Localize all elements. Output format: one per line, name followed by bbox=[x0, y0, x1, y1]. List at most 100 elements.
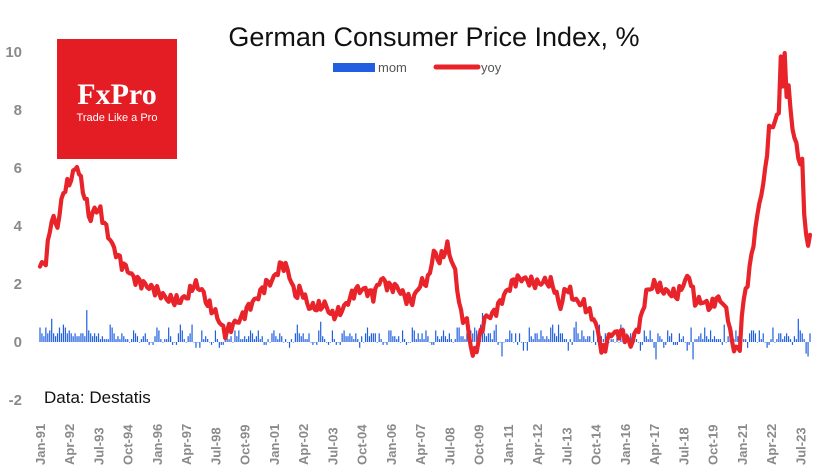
mom-bar bbox=[191, 324, 193, 342]
mom-bar bbox=[185, 342, 187, 343]
mom-bar bbox=[645, 336, 647, 342]
mom-bar bbox=[522, 342, 525, 351]
mom-bar bbox=[113, 333, 115, 342]
mom-bar bbox=[101, 336, 103, 342]
mom-bar bbox=[275, 336, 277, 342]
mom-bar bbox=[474, 327, 476, 342]
mom-bar bbox=[715, 339, 718, 342]
mom-bar bbox=[692, 342, 694, 360]
mom-bar bbox=[651, 339, 653, 342]
mom-bar bbox=[747, 342, 749, 348]
x-tick-label: Apr-12 bbox=[530, 424, 545, 465]
mom-bar bbox=[290, 339, 293, 342]
mom-bar bbox=[382, 342, 384, 345]
mom-bar bbox=[249, 330, 252, 342]
mom-bar bbox=[218, 342, 220, 348]
mom-bar bbox=[690, 327, 692, 342]
x-tick-label: Jul-23 bbox=[793, 427, 808, 465]
mom-bar bbox=[573, 327, 575, 342]
mom-bar bbox=[577, 333, 579, 342]
mom-bar bbox=[413, 330, 415, 342]
mom-bar bbox=[784, 336, 786, 342]
mom-bar bbox=[764, 342, 766, 343]
mom-bar bbox=[164, 339, 166, 342]
mom-bar bbox=[107, 339, 109, 342]
mom-bar bbox=[279, 333, 281, 342]
mom-bar bbox=[187, 336, 189, 342]
mom-bar bbox=[138, 342, 141, 343]
mom-bars bbox=[39, 310, 811, 360]
mom-bar bbox=[294, 333, 296, 342]
mom-bar bbox=[109, 324, 111, 342]
mom-bar bbox=[228, 339, 230, 342]
mom-bar bbox=[306, 339, 308, 342]
mom-bar bbox=[409, 342, 411, 343]
x-tick-label: Jan-06 bbox=[384, 424, 399, 465]
mom-bar bbox=[686, 342, 688, 351]
mom-bar bbox=[665, 342, 667, 345]
mom-bar bbox=[136, 336, 139, 342]
mom-bar bbox=[532, 339, 534, 342]
mom-bar bbox=[789, 339, 792, 342]
mom-bar bbox=[183, 339, 185, 342]
mom-bar bbox=[298, 333, 300, 342]
mom-bar bbox=[341, 333, 343, 342]
mom-bar bbox=[501, 342, 503, 357]
mom-bar bbox=[95, 336, 98, 342]
mom-bar bbox=[168, 327, 170, 342]
mom-bar bbox=[325, 342, 328, 343]
mom-bar bbox=[505, 339, 507, 342]
x-tick-label: Apr-22 bbox=[764, 424, 779, 465]
mom-bar bbox=[526, 342, 528, 351]
mom-bar bbox=[47, 333, 49, 342]
mom-bar bbox=[717, 339, 719, 342]
mom-bar bbox=[405, 342, 408, 345]
mom-bar bbox=[454, 339, 456, 342]
x-tick-label: Apr-92 bbox=[62, 424, 77, 465]
mom-bar bbox=[579, 339, 581, 342]
mom-bar bbox=[587, 336, 589, 342]
mom-bar bbox=[173, 342, 176, 343]
mom-bar bbox=[682, 336, 684, 342]
mom-bar bbox=[762, 333, 764, 342]
mom-bar bbox=[546, 336, 548, 342]
mom-bar bbox=[374, 333, 376, 342]
mom-bar bbox=[407, 342, 410, 343]
mom-bar bbox=[499, 342, 501, 343]
mom-bar bbox=[400, 342, 402, 343]
x-tick-label: Oct-94 bbox=[121, 424, 136, 465]
mom-bar bbox=[66, 333, 68, 342]
mom-bar bbox=[349, 333, 351, 342]
mom-bar bbox=[68, 330, 70, 342]
mom-bar bbox=[121, 333, 123, 342]
mom-bar bbox=[111, 327, 113, 342]
mom-bar bbox=[318, 330, 320, 342]
mom-bar bbox=[177, 333, 180, 342]
mom-bar bbox=[129, 342, 131, 343]
legend-swatch-mom bbox=[333, 63, 375, 72]
mom-bar bbox=[563, 339, 565, 342]
mom-bar bbox=[466, 333, 468, 342]
mom-bar bbox=[713, 336, 716, 342]
mom-bar bbox=[119, 339, 121, 342]
mom-bar bbox=[748, 333, 751, 342]
mom-bar bbox=[39, 327, 41, 342]
mom-bar bbox=[246, 339, 248, 342]
logo-brand: FxPro bbox=[77, 78, 156, 111]
mom-bar bbox=[78, 336, 80, 342]
mom-bar bbox=[56, 333, 59, 342]
mom-bar bbox=[550, 327, 552, 342]
mom-bar bbox=[752, 330, 755, 342]
mom-bar bbox=[659, 336, 661, 342]
mom-bar bbox=[364, 333, 367, 342]
mom-bar bbox=[509, 330, 511, 342]
mom-bar bbox=[561, 333, 564, 342]
mom-bar bbox=[423, 339, 425, 342]
mom-bar bbox=[115, 339, 117, 342]
mom-bar bbox=[392, 336, 394, 342]
mom-bar bbox=[452, 342, 454, 343]
mom-bar bbox=[175, 342, 178, 345]
chart-title: German Consumer Price Index, % bbox=[228, 22, 639, 52]
mom-bar bbox=[370, 333, 372, 342]
mom-bar bbox=[242, 339, 244, 342]
